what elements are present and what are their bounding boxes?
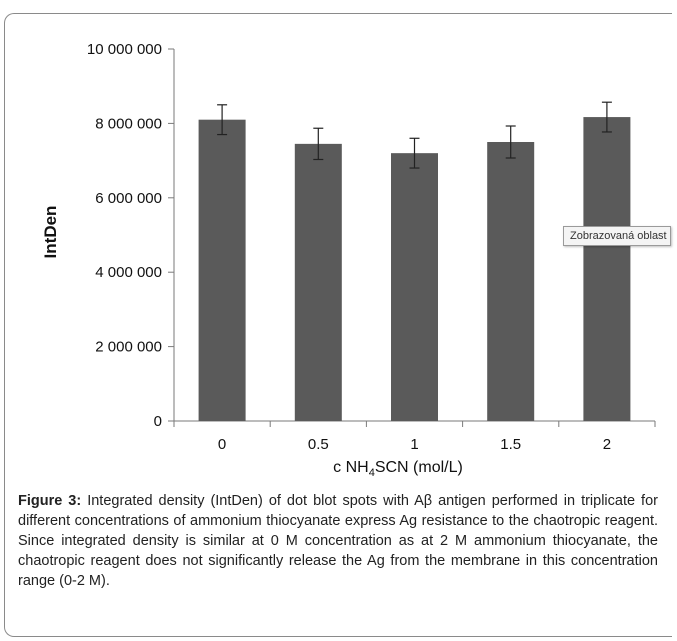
caption-text: Integrated density (IntDen) of dot blot … (18, 493, 658, 589)
x-axis-title-subscript: 4 (369, 467, 375, 479)
chart-area-tooltip: Zobrazovaná oblast grafu (563, 226, 671, 246)
x-tick-label: 1.5 (500, 436, 521, 453)
x-tick-label: 0 (218, 436, 226, 453)
y-axis: 0 2 000 000 4 000 000 6 000 000 8 000 000 10 … (87, 41, 175, 430)
y-axis-title: IntDen (41, 206, 60, 259)
error-bar (217, 104, 228, 136)
y-tick-label: 8 000 000 (95, 115, 162, 132)
y-tick-label: 4 000 000 (95, 264, 162, 281)
error-bar (601, 101, 612, 133)
bar-chart: 0 2 000 000 4 000 000 6 000 000 8 000 000 10 … (41, 41, 656, 479)
error-bar (505, 125, 516, 159)
x-tick-label: 2 (603, 436, 611, 453)
y-tick-label: 2 000 000 (95, 339, 162, 356)
x-axis: 0 0.5 1 1.5 2 (173, 420, 656, 453)
figure-caption: Figure 3: Integrated density (IntDen) of… (18, 491, 658, 591)
bar (487, 142, 535, 421)
x-axis-title-suffix: SCN (mol/L) (375, 459, 463, 476)
bar (391, 153, 438, 421)
bar (583, 117, 631, 422)
error-bar (409, 137, 420, 169)
y-tick-label: 0 (154, 413, 162, 430)
x-tick-label: 1 (410, 436, 418, 453)
bar (198, 119, 246, 422)
y-tick-label: 6 000 000 (95, 190, 162, 207)
bars (198, 117, 631, 422)
error-bars (217, 101, 612, 169)
error-bar (313, 127, 324, 161)
x-tick-label: 0.5 (308, 436, 329, 453)
y-tick-label: 10 000 000 (87, 41, 162, 58)
caption-label: Figure 3: (18, 493, 82, 509)
x-axis-title-prefix: c NH (333, 459, 369, 476)
bar (294, 143, 342, 422)
x-axis-title: c NH4SCN (mol/L) (333, 459, 463, 479)
